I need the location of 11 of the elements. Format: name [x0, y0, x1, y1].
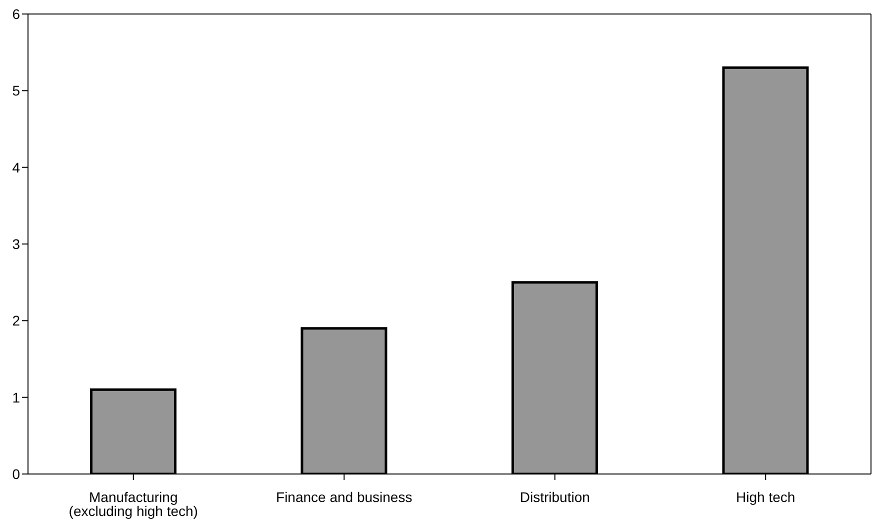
- x-tick-label: Distribution: [520, 488, 590, 505]
- y-tick-label: 6: [12, 6, 20, 22]
- x-tick-label: High tech: [736, 488, 796, 505]
- y-tick-label: 4: [12, 159, 20, 176]
- x-tick-label: Manufacturing (excluding high tech): [68, 488, 198, 519]
- y-tick-label: 1: [12, 389, 20, 406]
- y-tick-label: 3: [12, 236, 20, 252]
- y-tick-label: 0: [12, 466, 20, 482]
- y-tick-label: 2: [12, 312, 20, 329]
- x-tick-label: Finance and business: [276, 488, 412, 505]
- y-tick-label: 5: [12, 82, 20, 99]
